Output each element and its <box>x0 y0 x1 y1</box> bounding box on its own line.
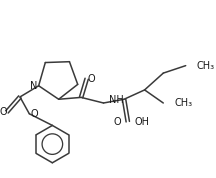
Text: O: O <box>114 117 121 127</box>
Text: CH₃: CH₃ <box>197 61 215 71</box>
Text: O: O <box>87 74 95 84</box>
Text: N: N <box>30 81 38 91</box>
Text: NH: NH <box>109 95 124 105</box>
Text: CH₃: CH₃ <box>175 98 193 108</box>
Text: O: O <box>0 107 7 117</box>
Text: O: O <box>30 109 38 119</box>
Text: OH: OH <box>134 117 149 127</box>
